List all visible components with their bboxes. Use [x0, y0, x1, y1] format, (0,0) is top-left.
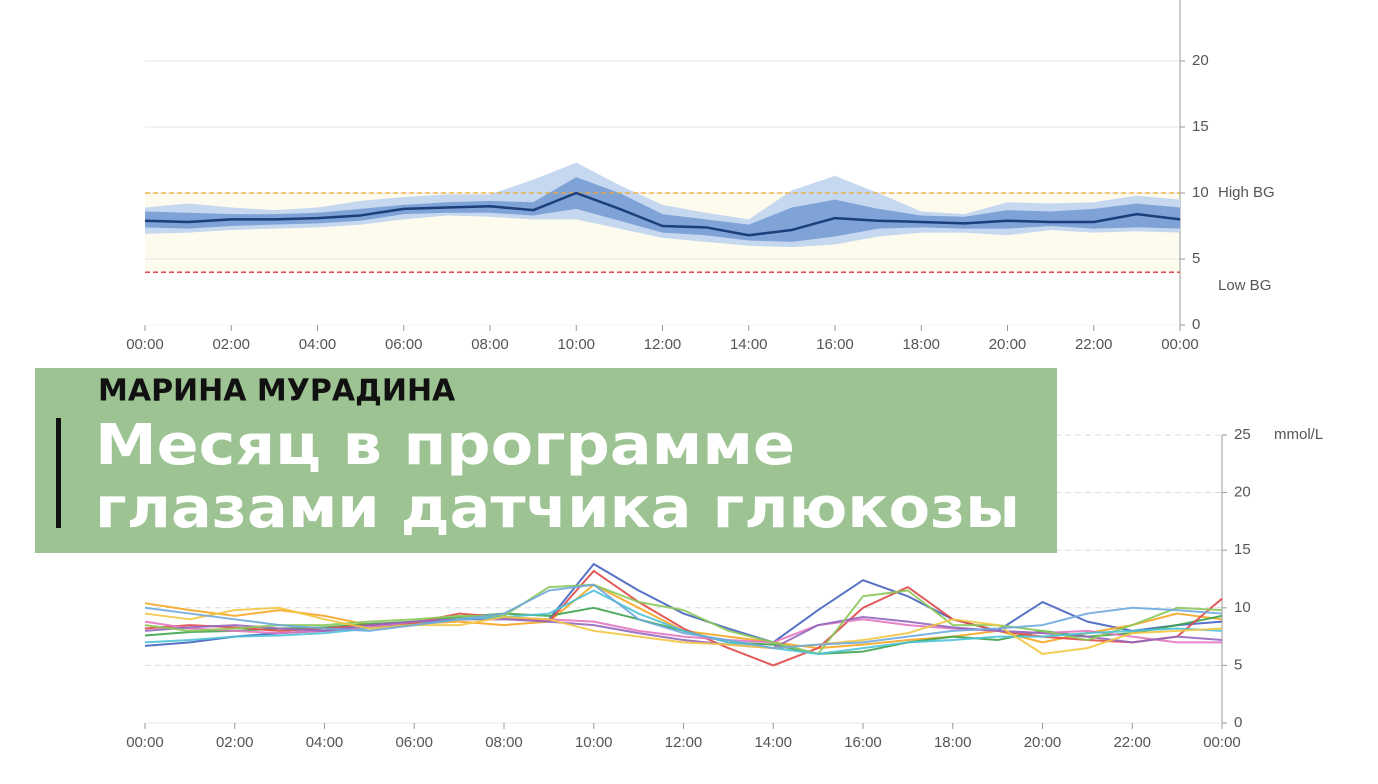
x-tick-label: 16:00: [844, 734, 882, 751]
y-tick-label: 25: [1192, 0, 1209, 3]
x-tick-label: 20:00: [989, 336, 1027, 353]
y-tick-label: 15: [1234, 541, 1251, 558]
y-tick-label: 15: [1192, 118, 1209, 135]
y-tick-label: 0: [1192, 316, 1200, 333]
y-tick-label: 25: [1234, 426, 1251, 443]
charts: 0 5 10 15 20 25 mmol/L 00:00 02:00 04:00 06:00 08:0…: [126, 0, 1323, 751]
x-tick-label: 00:00: [126, 336, 164, 353]
percentile-band: [145, 177, 1180, 242]
x-tick-label: 08:00: [471, 336, 509, 353]
x-tick-label: 22:00: [1113, 734, 1151, 751]
series-line: [144, 589, 1223, 655]
reference-label: Low BG: [1218, 277, 1271, 294]
x-tick-label: 06:00: [395, 734, 433, 751]
banner-bg: [35, 368, 1057, 553]
y-unit: mmol/L: [1232, 0, 1281, 3]
x-tick-label: 14:00: [730, 336, 768, 353]
x-tick-label: 08:00: [485, 734, 523, 751]
y-tick-label: 20: [1234, 484, 1251, 501]
y-tick-label: 10: [1192, 184, 1209, 201]
banner: МАРИНА МУРАДИНА Месяц в программе глазам…: [35, 368, 1057, 553]
x-tick-label: 04:00: [299, 336, 337, 353]
author: МАРИНА МУРАДИНА: [98, 374, 456, 409]
x-tick-label: 02:00: [212, 336, 250, 353]
x-tick-label: 02:00: [216, 734, 254, 751]
x-tick-label: 06:00: [385, 336, 423, 353]
series-line: [144, 583, 1223, 650]
series-line: [144, 191, 1181, 237]
y-tick-label: 5: [1192, 250, 1200, 267]
x-tick-label: 00:00: [1161, 336, 1199, 353]
title-line: Месяц в программе: [95, 413, 795, 478]
series-line: [144, 583, 1223, 655]
y-tick-label: 0: [1234, 714, 1242, 731]
x-tick-label: 00:00: [126, 734, 164, 751]
title-line: глазами датчика глюкозы: [95, 476, 1020, 541]
x-tick-label: 12:00: [665, 734, 703, 751]
y-tick-label: 20: [1192, 52, 1209, 69]
x-tick-label: 16:00: [816, 336, 854, 353]
x-tick-label: 10:00: [575, 734, 613, 751]
x-tick-label: 04:00: [306, 734, 344, 751]
x-tick-label: 18:00: [902, 336, 940, 353]
series-line: [144, 616, 1223, 650]
x-tick-label: 14:00: [754, 734, 792, 751]
reference-label: High BG: [1218, 184, 1275, 201]
y-unit: mmol/L: [1274, 426, 1323, 443]
x-tick-label: 00:00: [1203, 734, 1241, 751]
x-tick-label: 18:00: [934, 734, 972, 751]
banner-bar: [56, 418, 61, 528]
x-tick-label: 12:00: [644, 336, 682, 353]
series-line: [144, 606, 1223, 655]
x-tick-label: 20:00: [1024, 734, 1062, 751]
x-tick-label: 22:00: [1075, 336, 1113, 353]
x-tick-label: 10:00: [557, 336, 595, 353]
y-tick-label: 10: [1234, 599, 1251, 616]
y-tick-label: 5: [1234, 656, 1242, 673]
